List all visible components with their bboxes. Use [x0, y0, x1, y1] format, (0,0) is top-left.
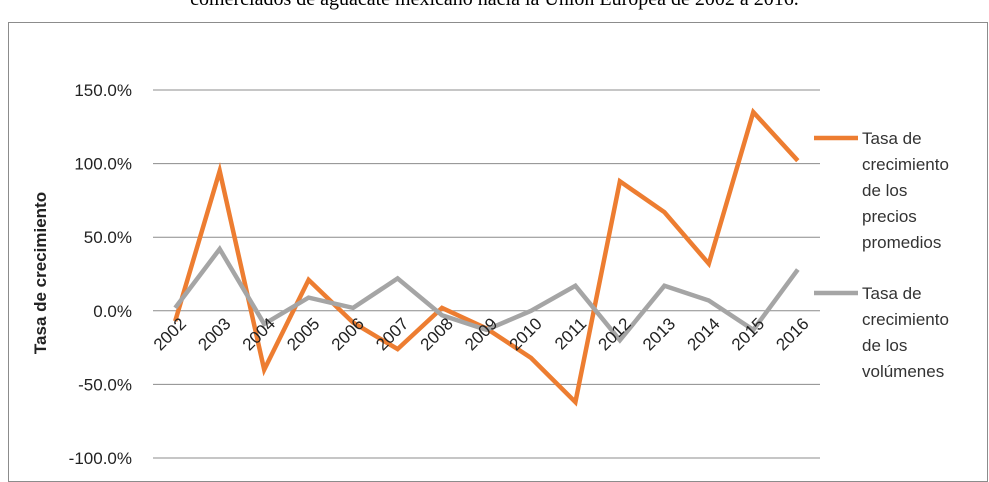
legend-label: Tasa de — [862, 129, 922, 148]
legend-label: Tasa de — [862, 284, 922, 303]
legend: Tasa de crecimiento de los precios promedios… — [814, 129, 949, 381]
y-tick-label: 0.0% — [93, 302, 132, 321]
x-tick-label: 2012 — [595, 314, 635, 354]
line-chart: Tasa de crecimiento 150.0% 100.0% 50.0% 0.0… — [0, 0, 989, 472]
x-tick-label: 2013 — [639, 314, 679, 354]
legend-label: de los — [862, 336, 907, 355]
series-lines — [175, 112, 798, 402]
gridlines — [153, 90, 820, 458]
legend-label: volúmenes — [862, 362, 944, 381]
x-tick-label: 2002 — [150, 314, 190, 354]
legend-label: de los — [862, 181, 907, 200]
legend-label: crecimiento — [862, 155, 949, 174]
x-tick-label: 2016 — [772, 314, 812, 354]
y-tick-label: -50.0% — [78, 375, 132, 394]
x-tick-label: 2003 — [194, 314, 234, 354]
series-line-1 — [175, 112, 798, 402]
legend-label: precios — [862, 207, 917, 226]
y-tick-label: -100.0% — [69, 449, 132, 468]
legend-label: crecimiento — [862, 310, 949, 329]
y-tick-label: 150.0% — [74, 81, 132, 100]
y-axis-label: Tasa de crecimiento — [31, 192, 50, 354]
y-tick-label: 100.0% — [74, 155, 132, 174]
x-tick-label: 2014 — [683, 314, 723, 354]
y-axis-ticks: 150.0% 100.0% 50.0% 0.0% -50.0% -100.0% — [69, 81, 132, 468]
x-tick-label: 2006 — [328, 314, 368, 354]
y-tick-label: 50.0% — [84, 228, 132, 247]
legend-label: promedios — [862, 233, 941, 252]
